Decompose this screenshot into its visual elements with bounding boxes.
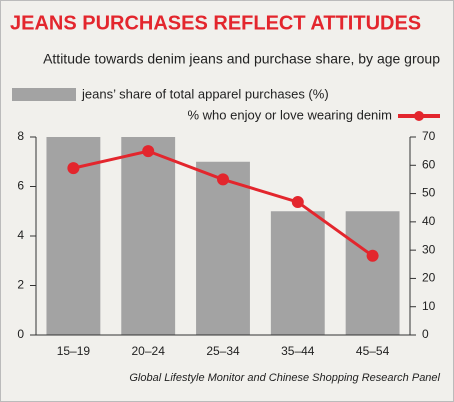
y-tick-label: 2 (17, 278, 24, 292)
legend-marker (414, 111, 424, 121)
y2-tick-label: 30 (422, 242, 436, 256)
line-point (217, 173, 229, 186)
y-tick-label: 8 (17, 129, 24, 143)
x-tick-label: 20–24 (132, 344, 166, 358)
legend-label: % who enjoy or love wearing denim (188, 107, 393, 122)
bar (196, 161, 250, 335)
bar (270, 211, 325, 335)
chart-subtitle: Attitude towards denim jeans and purchas… (43, 51, 440, 67)
line-point (67, 162, 80, 175)
legend-swatch (12, 88, 76, 101)
y2-tick-label: 50 (422, 186, 436, 200)
y2-tick-label: 10 (422, 299, 436, 313)
source: Global Lifestyle Monitor and Chinese Sho… (129, 372, 440, 384)
y2-tick-label: 40 (422, 214, 436, 228)
x-tick-label: 15–19 (57, 344, 91, 358)
x-tick-label: 25–34 (206, 344, 240, 358)
bar (121, 137, 176, 335)
y2-tick-label: 0 (422, 327, 429, 341)
line-point (142, 145, 155, 158)
x-tick-label: 35–44 (281, 344, 315, 358)
y-tick-label: 0 (17, 327, 24, 341)
chart-title: JEANS PURCHASES REFLECT ATTITUDES (10, 12, 421, 34)
y2-tick-label: 20 (422, 271, 436, 285)
line-point (366, 249, 379, 262)
bar (345, 211, 400, 335)
y2-tick-label: 70 (422, 129, 436, 143)
legend-label: jeans’ share of total apparel purchases … (81, 86, 329, 101)
line-point (291, 196, 304, 209)
y2-tick-label: 60 (422, 157, 436, 171)
x-tick-label: 45–54 (356, 344, 390, 358)
y-tick-label: 6 (17, 179, 24, 193)
y-tick-label: 4 (17, 228, 24, 242)
